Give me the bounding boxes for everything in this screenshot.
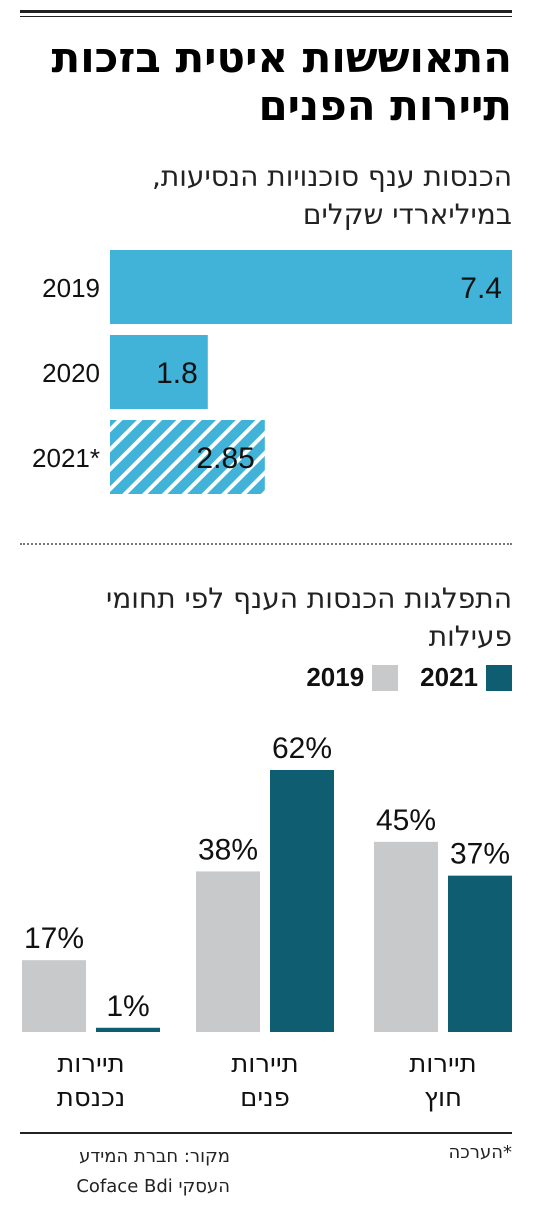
category-label: 2019: [42, 273, 100, 303]
category-label: תיירות: [409, 1049, 477, 1079]
source-credit: מקור: חברת המידע העסקי Coface Bdi: [20, 1142, 230, 1202]
bar-2021: [110, 420, 265, 494]
bar-value-label: 45%: [376, 804, 436, 837]
page-title: התאוששות איטית בזכות תיירות הפנים: [51, 33, 512, 130]
bar-value-label: 2.85: [196, 442, 254, 475]
bar-2020: [110, 335, 208, 409]
legend-swatch-2021: [486, 664, 512, 691]
category-label: 2021*: [32, 443, 100, 473]
legend: 2021 2019: [284, 662, 512, 693]
category-label: 2020: [42, 358, 100, 388]
bar-value-label: 7.4: [460, 272, 502, 305]
chart2-title: התפלגות הכנסות הענף לפי תחומי פעילות: [106, 582, 512, 653]
bar-value-label: 62%: [272, 732, 332, 765]
legend-item-2021: 2021: [420, 662, 512, 693]
section-divider: [20, 543, 512, 545]
legend-label-2019: 2019: [306, 662, 365, 692]
category-label: חוץ: [424, 1083, 462, 1113]
bar-value-label: 38%: [198, 833, 258, 866]
horizontal-bar-chart: 7.4 2019 1.8 2020 2.85 2021*: [32, 250, 512, 494]
bar-2021: [448, 875, 512, 1032]
source-line-1: מקור: חברת המידע: [79, 1146, 230, 1167]
bar-value-label: 1%: [106, 990, 149, 1023]
category-label: פנים: [240, 1083, 290, 1113]
footnote: *הערכה: [448, 1142, 512, 1163]
bar-value-label: 37%: [450, 838, 510, 871]
legend-label-2021: 2021: [420, 662, 478, 692]
legend-swatch-2019: [372, 664, 399, 691]
top-rule-thin: [20, 16, 512, 17]
bar-value-label: 1.8: [156, 357, 198, 390]
bar-2019: [374, 841, 438, 1032]
category-label: תיירות: [231, 1049, 299, 1079]
legend-item-2019: 2019: [306, 662, 399, 693]
top-rule: [20, 10, 512, 13]
source-line-2: העסקי Coface Bdi: [76, 1176, 230, 1197]
bar-value-label: 17%: [24, 922, 84, 955]
bar-2019: [196, 871, 260, 1032]
bar-2021: [270, 770, 334, 1032]
chart1-title: הכנסות ענף סוכנויות הנסיעות, במיליארדי ש…: [152, 160, 512, 231]
vertical-bar-chart: 45% 37% תיירות חוץ 38% 62% תיירות פנים 17% 1% תייר…: [22, 732, 512, 1113]
category-label: תיירות: [57, 1049, 125, 1079]
bar-2019: [110, 250, 512, 324]
bottom-rule: [20, 1132, 512, 1134]
category-label: נכנסת: [57, 1083, 126, 1113]
bar-2019: [22, 960, 86, 1032]
bar-2021: [96, 1027, 160, 1032]
